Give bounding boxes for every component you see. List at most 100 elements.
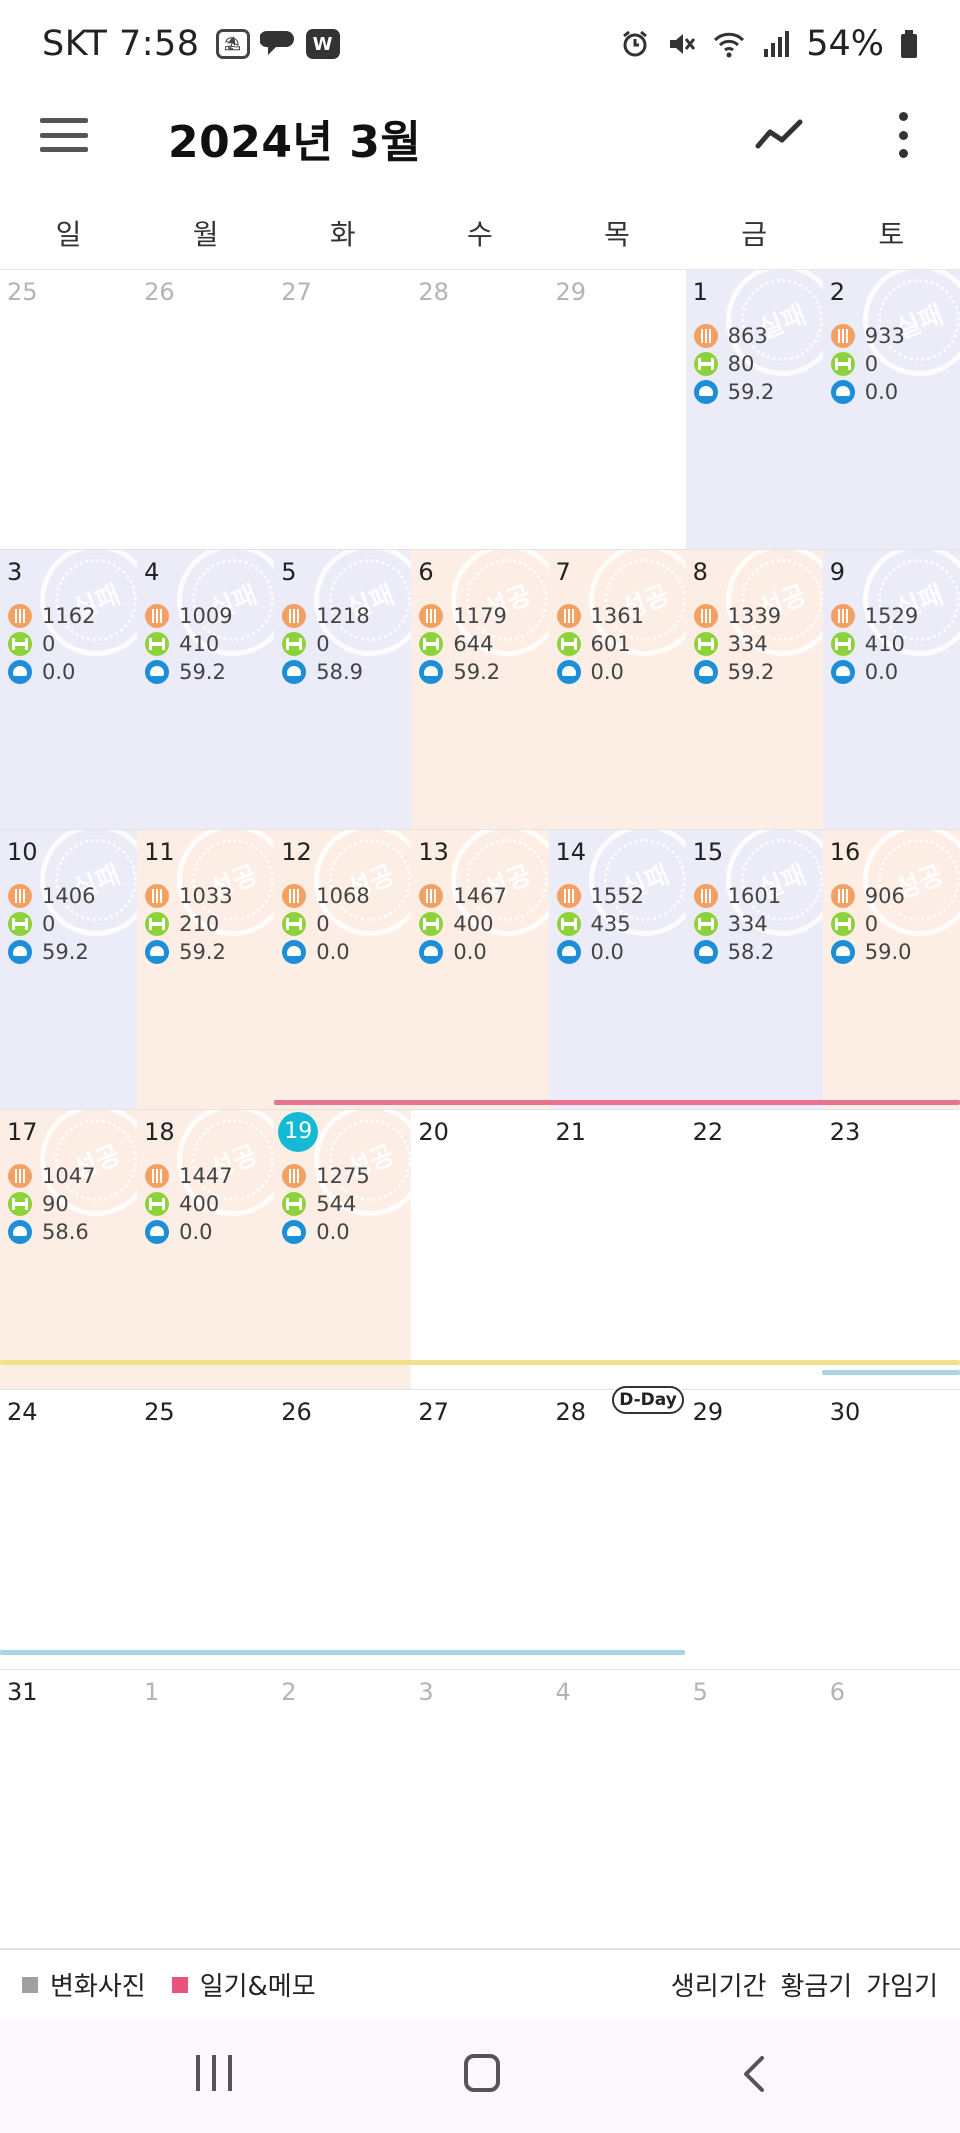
stat-row: 1047 (8, 1162, 95, 1190)
calendar-day-cell[interactable]: 성공 13 1467 400 0.0 (411, 830, 549, 1109)
calorie-intake: 1047 (42, 1164, 96, 1188)
day-number: 9 (829, 558, 846, 586)
calendar-day-cell[interactable]: 성공 16 906 0 59.0 (822, 830, 960, 1109)
calendar-day-cell[interactable]: 성공 12 1068 0 0.0 (274, 830, 412, 1109)
weight-value: 58.6 (42, 1220, 89, 1244)
weight-scale-icon (830, 380, 855, 404)
calendar-day-cell[interactable]: 성공 18 1447 400 0.0 (137, 1110, 275, 1389)
exercise-calories: 601 (590, 632, 631, 656)
day-number: 31 (7, 1678, 38, 1706)
calendar-day-cell[interactable]: 3 (411, 1670, 548, 1949)
calendar-day-cell[interactable]: 4 (549, 1670, 686, 1949)
calendar-day-cell[interactable]: 성공 17 1047 90 58.6 (0, 1110, 138, 1389)
calendar-day-cell[interactable]: 성공 8 1339 334 59.2 (685, 550, 823, 829)
calendar-day-cell[interactable]: 23 (823, 1110, 960, 1389)
calendar-day-cell[interactable]: 27 (274, 270, 411, 549)
menu-button[interactable] (40, 118, 88, 152)
exercise-calories: 80 (727, 352, 755, 376)
exercise-calories: 0 (864, 352, 879, 376)
calendar-day-cell[interactable]: 실패 2 933 0 0.0 (822, 270, 960, 549)
calendar-day-cell[interactable]: 실패 14 1552 435 0.0 (548, 830, 686, 1109)
month-title[interactable]: 2024년 3월 (168, 117, 422, 168)
menu-icon (40, 118, 88, 123)
calendar-day-cell[interactable]: 실패 10 1406 0 59.2 (0, 830, 138, 1109)
calendar-day-cell[interactable]: 2 (274, 1670, 411, 1949)
food-icon (282, 884, 307, 908)
exercise-calories: 400 (179, 1192, 220, 1216)
legend-square-icon (171, 1976, 188, 1993)
calendar-day-cell[interactable]: 실패 1 863 80 59.2 (685, 270, 823, 549)
home-button[interactable] (464, 2054, 500, 2092)
food-icon (419, 604, 444, 628)
calendar-day-cell[interactable]: 27 (411, 1390, 548, 1669)
more-options-button[interactable] (885, 112, 921, 158)
stat-row: 0 (282, 910, 369, 938)
day-stats: 933 0 0.0 (830, 322, 905, 406)
weight-value: 58.2 (727, 940, 775, 964)
legend-item-diary: 일기&메모 (171, 1966, 316, 2003)
stat-row: 334 (693, 910, 781, 938)
calendar-day-cell[interactable]: 실패 15 1601 334 58.2 (685, 830, 823, 1109)
calendar-day-cell[interactable]: 성공 6 1179 644 59.2 (411, 550, 549, 829)
calendar-day-cell[interactable]: 25 (137, 1390, 274, 1669)
weight-scale-icon (556, 660, 581, 684)
stat-row: 59.0 (830, 938, 912, 966)
calorie-intake: 1009 (179, 604, 233, 628)
calendar-day-cell[interactable]: 24 (0, 1390, 137, 1669)
calendar-day-cell[interactable]: 29 (549, 270, 686, 549)
recent-apps-button[interactable] (196, 2055, 232, 2091)
weight-scale-icon (8, 660, 32, 684)
calendar-day-cell[interactable]: 실패 4 1009 410 59.2 (137, 550, 275, 829)
calendar-day-cell[interactable]: 5 (686, 1670, 823, 1949)
calendar-day-cell[interactable]: 25 (0, 270, 137, 549)
food-icon (830, 884, 855, 908)
food-icon (8, 604, 32, 628)
food-icon (693, 324, 718, 348)
alarm-icon (620, 29, 650, 59)
weight-scale-icon (419, 660, 444, 684)
day-number: 24 (7, 1398, 38, 1426)
calendar-day-cell[interactable]: 31 (0, 1670, 137, 1949)
stat-row: 334 (693, 630, 781, 658)
stat-row: 0.0 (830, 658, 918, 686)
calendar-week-row: 25 26 27 28 29 실패 1 863 80 59.2 실패 2 933 0 0.0 (0, 270, 960, 550)
calendar-day-cell[interactable]: 실패 5 1218 0 58.9 (274, 550, 412, 829)
calendar-day-cell[interactable]: 28 (411, 270, 548, 549)
calendar-day-cell[interactable]: 성공 19 1275 544 0.0 (274, 1110, 412, 1389)
calendar-day-cell[interactable]: 30 (823, 1390, 960, 1669)
calendar-day-cell[interactable]: 20 (411, 1110, 548, 1389)
calendar-day-cell[interactable]: 26 (137, 270, 274, 549)
calendar-day-cell[interactable]: 26 (274, 1390, 411, 1669)
back-button[interactable] (738, 2054, 768, 2094)
calendar-day-cell[interactable]: 21 (549, 1110, 686, 1389)
weight-scale-icon (693, 660, 718, 684)
legend-item-change-photo: 변화사진 (22, 1966, 146, 2003)
weekday-label: 월 (192, 218, 219, 251)
calorie-intake: 1339 (727, 604, 782, 628)
calendar-day-cell[interactable]: 실패 3 1162 0 0.0 (0, 550, 138, 829)
stat-row: 1275 (282, 1162, 370, 1190)
calendar-day-cell[interactable]: 22 (686, 1110, 823, 1389)
weight-value: 0.0 (864, 660, 899, 684)
calendar-day-cell[interactable]: 1 (137, 1670, 274, 1949)
calendar-day-cell[interactable]: 28 (549, 1390, 686, 1669)
day-number: 17 (7, 1118, 38, 1146)
calendar-day-cell[interactable]: 6 (823, 1670, 960, 1949)
weight-scale-icon (145, 660, 170, 684)
weight-value: 59.2 (179, 660, 226, 684)
calorie-intake: 1601 (727, 884, 782, 908)
calendar-day-cell[interactable]: 29 (686, 1390, 823, 1669)
exercise-icon (419, 912, 444, 936)
legend-label: 변화사진 (50, 1972, 146, 2002)
calendar-day-cell[interactable]: 실패 9 1529 410 0.0 (822, 550, 960, 829)
calorie-intake: 1467 (453, 884, 507, 908)
day-stats: 1552 435 0.0 (556, 882, 644, 966)
weight-scale-icon (556, 940, 581, 964)
exercise-calories: 0 (316, 632, 330, 656)
exercise-icon (8, 912, 32, 936)
period-bar (274, 1100, 960, 1105)
legend-label: 황금기 (780, 1972, 853, 2002)
calendar-day-cell[interactable]: 성공 7 1361 601 0.0 (548, 550, 686, 829)
trend-chart-button[interactable] (752, 112, 808, 158)
calendar-day-cell[interactable]: 성공 11 1033 210 59.2 (137, 830, 275, 1109)
